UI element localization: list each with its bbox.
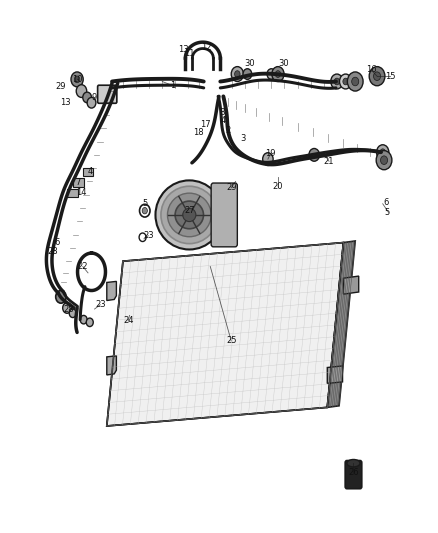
Text: 1: 1 [170, 81, 176, 90]
FancyBboxPatch shape [211, 183, 237, 247]
Bar [83, 167, 93, 176]
Text: 13: 13 [178, 45, 188, 54]
Text: 18: 18 [193, 128, 203, 137]
Circle shape [374, 72, 381, 80]
Circle shape [263, 153, 273, 165]
Text: 13: 13 [60, 98, 71, 107]
Bar [73, 178, 84, 187]
Polygon shape [107, 243, 343, 426]
Circle shape [235, 71, 240, 77]
Text: 25: 25 [226, 336, 237, 345]
Circle shape [243, 69, 252, 79]
Text: 19: 19 [265, 149, 276, 158]
Text: 26: 26 [348, 469, 359, 477]
Text: 23: 23 [143, 231, 154, 240]
Circle shape [87, 98, 96, 108]
Ellipse shape [167, 193, 211, 237]
Ellipse shape [347, 459, 360, 467]
Text: 15: 15 [385, 71, 396, 80]
Circle shape [56, 290, 66, 303]
Text: 12: 12 [201, 43, 212, 52]
Circle shape [381, 156, 388, 165]
Text: 4: 4 [221, 116, 226, 125]
Circle shape [309, 149, 319, 161]
Text: 21: 21 [324, 157, 334, 166]
Text: 28: 28 [63, 304, 74, 313]
Ellipse shape [155, 180, 223, 249]
Text: 9: 9 [92, 93, 97, 102]
Text: 14: 14 [76, 188, 87, 197]
Circle shape [331, 74, 343, 89]
Text: 10: 10 [72, 75, 82, 84]
Circle shape [352, 77, 359, 86]
Text: 22: 22 [78, 262, 88, 271]
Text: 16: 16 [366, 66, 376, 74]
Ellipse shape [183, 208, 196, 222]
Circle shape [80, 316, 87, 324]
Circle shape [71, 72, 83, 87]
Text: 17: 17 [200, 119, 210, 128]
Circle shape [347, 72, 363, 91]
Circle shape [275, 71, 281, 77]
Circle shape [139, 233, 146, 241]
Text: 6: 6 [54, 238, 59, 247]
Text: 29: 29 [226, 183, 237, 192]
FancyBboxPatch shape [345, 461, 362, 489]
Circle shape [334, 78, 339, 85]
Text: 30: 30 [244, 59, 255, 68]
Text: 3: 3 [240, 134, 246, 143]
Circle shape [267, 69, 276, 79]
Circle shape [76, 85, 87, 98]
Text: 5: 5 [142, 199, 148, 208]
Polygon shape [107, 281, 117, 301]
Polygon shape [107, 356, 117, 375]
Bar [67, 189, 78, 197]
Text: 6: 6 [383, 198, 389, 207]
Text: 11: 11 [184, 50, 194, 58]
Polygon shape [343, 276, 359, 294]
Circle shape [83, 92, 92, 103]
Ellipse shape [175, 201, 204, 229]
Text: 23: 23 [95, 300, 106, 309]
Circle shape [377, 145, 389, 160]
Polygon shape [327, 241, 355, 407]
Polygon shape [327, 366, 343, 383]
Circle shape [231, 67, 244, 82]
Text: 28: 28 [48, 247, 58, 256]
Text: 30: 30 [278, 59, 289, 68]
Text: 29: 29 [56, 82, 66, 91]
Text: 2: 2 [225, 126, 230, 135]
Circle shape [272, 67, 284, 82]
Circle shape [74, 76, 80, 83]
Text: 4: 4 [88, 167, 93, 176]
Circle shape [63, 303, 71, 313]
Circle shape [86, 318, 93, 327]
Circle shape [376, 151, 392, 169]
Text: 27: 27 [184, 206, 194, 215]
Circle shape [142, 207, 148, 214]
Text: 24: 24 [123, 316, 134, 325]
Circle shape [339, 74, 352, 89]
Text: 5: 5 [385, 208, 390, 217]
FancyBboxPatch shape [98, 85, 117, 103]
Text: 7: 7 [76, 178, 81, 187]
Circle shape [140, 204, 150, 217]
Circle shape [69, 309, 76, 318]
Ellipse shape [161, 186, 218, 244]
Circle shape [380, 149, 385, 156]
Circle shape [369, 67, 385, 86]
Text: 8: 8 [220, 108, 225, 117]
Circle shape [343, 78, 348, 85]
Text: 20: 20 [273, 182, 283, 191]
